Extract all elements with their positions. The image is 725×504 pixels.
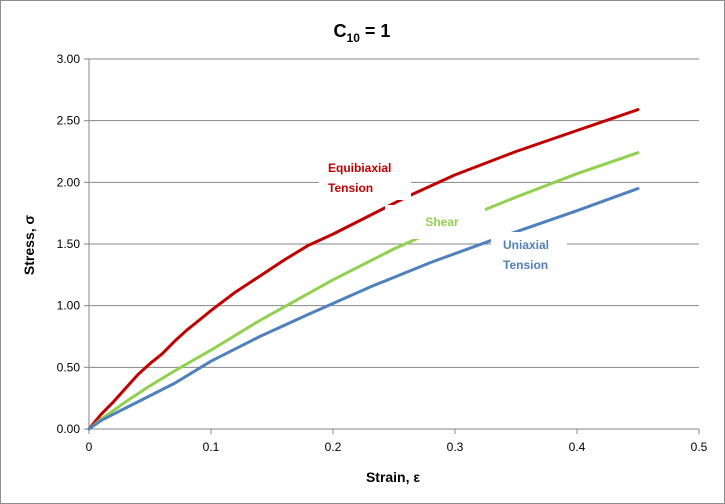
- chart-title-subscript: 10: [347, 31, 361, 45]
- series-line-equibiaxial: [87, 108, 640, 431]
- series-label-shear: Shear: [425, 215, 459, 229]
- series-label-equibiaxial: Equibiaxial Tension: [328, 161, 391, 195]
- series-labels: Equibiaxial Tension Shear Uniaxial Tension: [319, 154, 567, 278]
- series-label-bg-equibiaxial: [319, 154, 411, 200]
- chart-title: C10 = 1: [334, 21, 391, 45]
- y-tick-label: 2.50: [57, 114, 81, 128]
- y-tick-label: 3.00: [57, 52, 81, 66]
- x-tick-label: 0.2: [325, 440, 342, 454]
- series-label-bg-uniaxial: [491, 232, 567, 278]
- x-tick-label: 0.1: [203, 440, 220, 454]
- y-tick-label: 2.00: [57, 175, 81, 189]
- x-tick-label: 0.4: [569, 440, 586, 454]
- x-tick-label: 0: [86, 440, 93, 454]
- chart-title-suffix: = 1: [360, 21, 391, 41]
- x-axis-title: Strain, ε: [366, 469, 420, 485]
- series-line-uniaxial: [87, 187, 640, 431]
- y-tick-label: 1.50: [57, 237, 81, 251]
- axes: 0.00 0.50 1.00 1.50 2.00 2.50 3.00 0 0.1 0.2 0.3 0.…: [57, 52, 708, 454]
- series-line-shear: [87, 151, 640, 431]
- y-tick-label: 0.50: [57, 360, 81, 374]
- series-label-bg-shear: [385, 205, 485, 239]
- y-axis-title: Stress, σ: [21, 215, 37, 276]
- gridlines: [89, 58, 699, 368]
- x-tick-label: 0.5: [691, 440, 708, 454]
- y-tick-label: 0.00: [57, 422, 81, 436]
- x-tick-label: 0.3: [447, 440, 464, 454]
- chart-title-main: C: [334, 21, 347, 41]
- series-label-uniaxial: Uniaxial Tension: [503, 238, 549, 272]
- y-tick-label: 1.00: [57, 299, 81, 313]
